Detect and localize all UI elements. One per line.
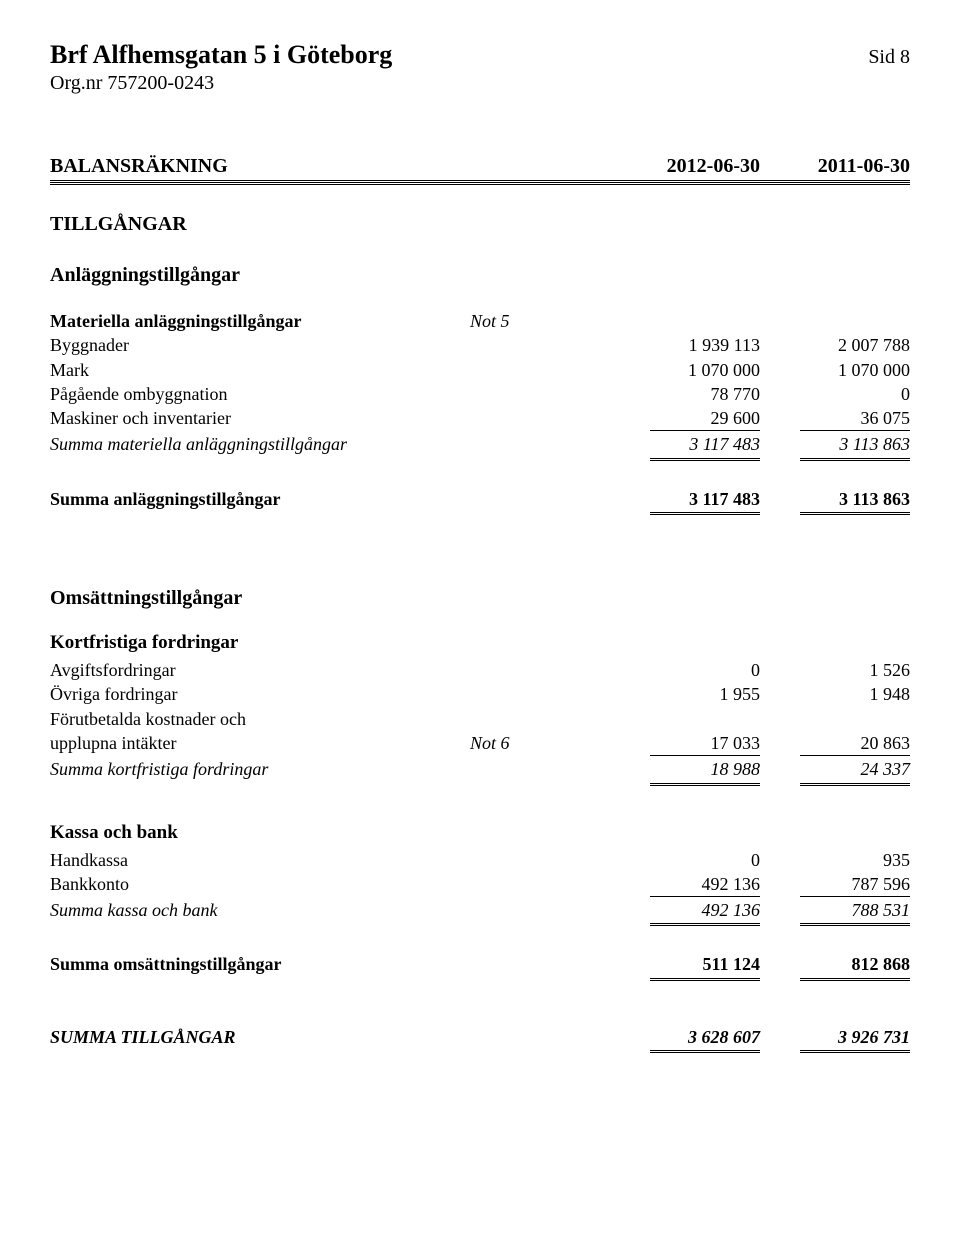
- spacer: [50, 981, 910, 1025]
- label: Handkassa: [50, 848, 470, 872]
- label: Avgiftsfordringar: [50, 658, 470, 682]
- value-current: 29 600: [610, 406, 760, 430]
- value-prior: 3 113 863: [760, 430, 910, 460]
- row-byggnader: Byggnader 1 939 113 2 007 788: [50, 333, 910, 357]
- value-current: 0: [610, 848, 760, 872]
- label: Pågående ombyggnation: [50, 382, 470, 406]
- value-current: 17 033: [610, 731, 760, 755]
- value-current: 492 136: [610, 896, 760, 926]
- value-current: 3 117 483: [610, 487, 760, 515]
- value-current: 3 628 607: [610, 1025, 760, 1053]
- balance-title: BALANSRÄKNING: [50, 155, 470, 178]
- label: upplupna intäkter: [50, 731, 470, 755]
- sum-anlaggningstillgangar: Summa anläggningstillgångar 3 117 483 3 …: [50, 487, 910, 515]
- label: Byggnader: [50, 333, 470, 357]
- row-avgiftsfordringar: Avgiftsfordringar 0 1 526: [50, 658, 910, 682]
- spacer: [50, 461, 910, 487]
- row-bankkonto: Bankkonto 492 136 787 596: [50, 872, 910, 896]
- spacer: [470, 155, 610, 178]
- value-span: 3 926 731: [800, 1025, 910, 1053]
- label: Bankkonto: [50, 872, 470, 896]
- row-mark: Mark 1 070 000 1 070 000: [50, 358, 910, 382]
- page-number: Sid 8: [868, 46, 910, 69]
- sum-omsattningstillgangar: Summa omsättningstillgångar 511 124 812 …: [50, 952, 910, 980]
- value-span: 18 988: [650, 755, 760, 785]
- sum-tillgangar-total: SUMMA TILLGÅNGAR 3 628 607 3 926 731: [50, 1025, 910, 1053]
- label: Summa anläggningstillgångar: [50, 487, 470, 511]
- value-prior: 2 007 788: [760, 333, 910, 357]
- label: Övriga fordringar: [50, 682, 470, 706]
- sum-materiella: Summa materiella anläggningstillgångar 3…: [50, 430, 910, 460]
- row-maskiner: Maskiner och inventarier 29 600 36 075: [50, 406, 910, 430]
- label: Maskiner och inventarier: [50, 406, 470, 430]
- row-forutbetalda-line2: upplupna intäkter Not 6 17 033 20 863: [50, 731, 910, 755]
- label: Summa kassa och bank: [50, 898, 470, 922]
- value-prior: 1 948: [760, 682, 910, 706]
- balance-title-row: BALANSRÄKNING 2012-06-30 2011-06-30: [50, 155, 910, 178]
- value-span: 812 868: [800, 952, 910, 980]
- label: SUMMA TILLGÅNGAR: [50, 1025, 470, 1049]
- value-span: 3 117 483: [650, 487, 760, 515]
- heading-kassa-bank: Kassa och bank: [50, 822, 910, 844]
- value-prior: 935: [760, 848, 910, 872]
- section-anlaggningstillgangar: Anläggningstillgångar: [50, 264, 910, 287]
- value-current: 78 770: [610, 382, 760, 406]
- section-omsattningstillgangar: Omsättningstillgångar: [50, 587, 910, 610]
- value-prior: 24 337: [760, 755, 910, 785]
- value-current: 492 136: [610, 872, 760, 896]
- value-current: 511 124: [610, 952, 760, 980]
- sum-kassa-bank: Summa kassa och bank 492 136 788 531: [50, 896, 910, 926]
- value-prior: 3 926 731: [760, 1025, 910, 1053]
- title-double-rule: [50, 180, 910, 185]
- value-span: 511 124: [650, 952, 760, 980]
- value-current: 18 988: [610, 755, 760, 785]
- spacer: [50, 515, 910, 559]
- value-current: 1 070 000: [610, 358, 760, 382]
- label: Förutbetalda kostnader och: [50, 707, 470, 731]
- heading-kortfristiga: Kortfristiga fordringar: [50, 632, 910, 654]
- value-span: 492 136: [650, 896, 760, 926]
- section-tillgangar: TILLGÅNGAR: [50, 213, 910, 236]
- org-number: Org.nr 757200-0243: [50, 72, 910, 95]
- label: Mark: [50, 358, 470, 382]
- value-span: 3 628 607: [650, 1025, 760, 1053]
- value-prior: 3 113 863: [760, 487, 910, 515]
- row-handkassa: Handkassa 0 935: [50, 848, 910, 872]
- value-prior: 812 868: [760, 952, 910, 980]
- period-prior: 2011-06-30: [760, 155, 910, 178]
- heading-materiella-label: Materiella anläggningstillgångar: [50, 309, 470, 333]
- value-current: 3 117 483: [610, 430, 760, 460]
- label: Summa omsättningstillgångar: [50, 952, 470, 976]
- value-span: 3 113 863: [800, 430, 910, 460]
- value-span: 788 531: [800, 896, 910, 926]
- value-prior: 1 070 000: [760, 358, 910, 382]
- row-ovriga-fordringar: Övriga fordringar 1 955 1 948: [50, 682, 910, 706]
- value-prior: 787 596: [760, 872, 910, 896]
- note-6: Not 6: [470, 731, 610, 755]
- value-prior: 1 526: [760, 658, 910, 682]
- value-prior: 788 531: [760, 896, 910, 926]
- value-prior: 20 863: [760, 731, 910, 755]
- label: Summa materiella anläggningstillgångar: [50, 432, 470, 456]
- header-row: Brf Alfhemsgatan 5 i Göteborg Sid 8: [50, 40, 910, 70]
- value-current: 1 955: [610, 682, 760, 706]
- value-current: 0: [610, 658, 760, 682]
- value-prior: 36 075: [760, 406, 910, 430]
- value-span: 3 113 863: [800, 487, 910, 515]
- period-current: 2012-06-30: [610, 155, 760, 178]
- value-span: 3 117 483: [650, 430, 760, 460]
- org-title: Brf Alfhemsgatan 5 i Göteborg: [50, 40, 392, 70]
- value-prior: 0: [760, 382, 910, 406]
- value-current: 1 939 113: [610, 333, 760, 357]
- sum-kortfristiga: Summa kortfristiga fordringar 18 988 24 …: [50, 755, 910, 785]
- spacer: [50, 926, 910, 952]
- row-pagaende: Pågående ombyggnation 78 770 0: [50, 382, 910, 406]
- label: Summa kortfristiga fordringar: [50, 757, 470, 781]
- row-forutbetalda-line1: Förutbetalda kostnader och: [50, 707, 910, 731]
- note-5: Not 5: [470, 309, 610, 333]
- value-span: 24 337: [800, 755, 910, 785]
- spacer: [50, 786, 910, 812]
- heading-materiella: Materiella anläggningstillgångar Not 5: [50, 309, 910, 333]
